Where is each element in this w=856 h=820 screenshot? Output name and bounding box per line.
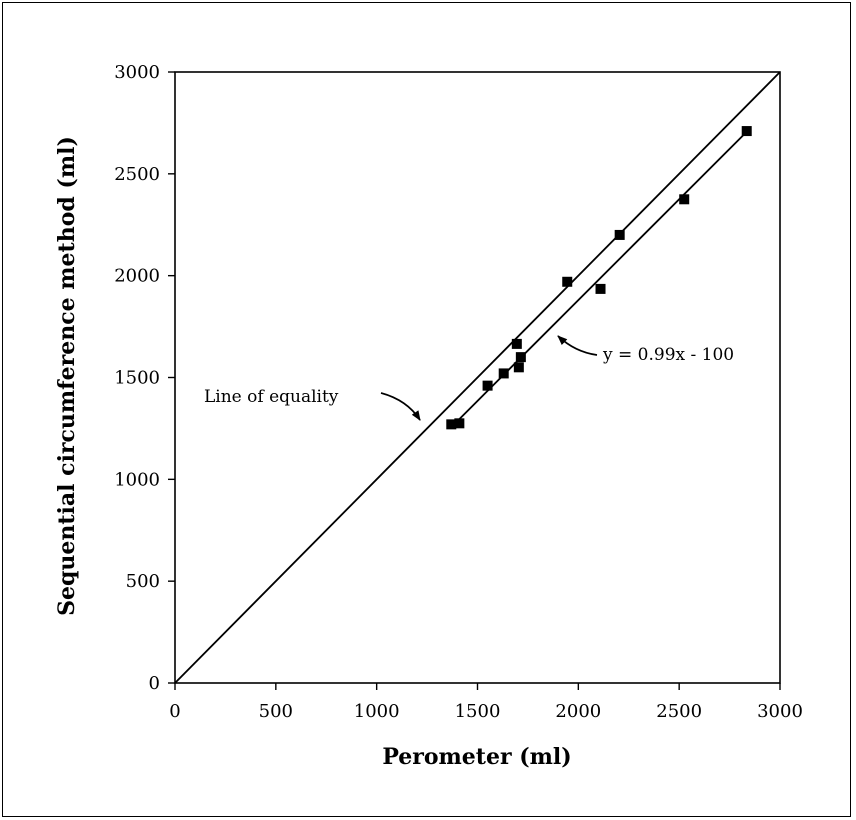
regression-equation-arrow	[557, 335, 598, 356]
line-of-equality	[174, 71, 781, 684]
x-tick-label: 0	[169, 701, 180, 722]
data-point	[741, 126, 752, 137]
data-point	[446, 419, 457, 430]
y-tick-label: 2000	[114, 266, 160, 287]
x-tick-label: 500	[259, 701, 293, 722]
data-point	[498, 368, 509, 379]
line-of-equality-arrow	[380, 392, 421, 421]
line-of-equality-label: Line of equality	[204, 387, 339, 407]
y-tick-label: 1500	[114, 368, 160, 389]
data-point	[511, 338, 522, 349]
y-tick-label: 3000	[114, 62, 160, 83]
fit-lines	[174, 71, 781, 684]
x-tick-label: 1500	[455, 701, 501, 722]
x-tick-label: 1000	[354, 701, 400, 722]
data-point	[513, 362, 524, 373]
x-tick-label: 2000	[555, 701, 601, 722]
y-tick-label: 1000	[114, 469, 160, 490]
data-point	[454, 418, 465, 429]
data-point	[595, 283, 606, 294]
y-tick-label: 500	[126, 571, 160, 592]
data-point	[515, 352, 526, 363]
y-tick-label: 0	[149, 673, 160, 694]
y-tick-label: 2500	[114, 164, 160, 185]
data-points	[446, 126, 752, 430]
regression-equation-label: y = 0.99x - 100	[602, 345, 734, 365]
data-point	[482, 380, 493, 391]
data-point	[679, 194, 690, 205]
x-axis-title: Perometer (ml)	[382, 744, 571, 770]
y-axis-title: Sequential circumference method (ml)	[54, 136, 80, 616]
data-point	[562, 276, 573, 287]
x-tick-label: 3000	[757, 701, 803, 722]
data-point	[614, 229, 625, 240]
ticks: 0 500 1000 1500 2000 2500 3000 0 500 1000 1500 2000…	[114, 62, 803, 722]
x-tick-label: 2500	[656, 701, 702, 722]
